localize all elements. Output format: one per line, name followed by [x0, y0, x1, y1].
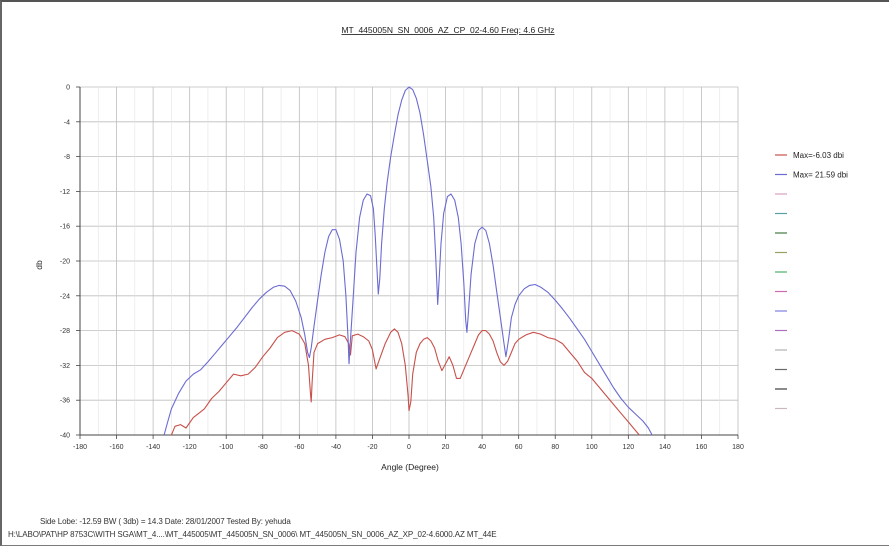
- x-tick-label: 180: [732, 444, 744, 451]
- x-tick-label: 100: [586, 444, 598, 451]
- y-tick-label: -16: [60, 224, 70, 231]
- legend: Max=-6.03 dbi Max= 21.59 dbi: [775, 151, 848, 410]
- y-tick-label: -36: [60, 398, 70, 405]
- y-tick-label: -20: [60, 259, 70, 266]
- x-tick-label: -160: [110, 444, 124, 451]
- x-tick-label: 120: [622, 444, 634, 451]
- y-tick-label: -40: [60, 433, 70, 440]
- legend-label: Max=-6.03 dbi: [793, 151, 844, 160]
- y-tick-label: -28: [60, 328, 70, 335]
- x-tick-label: -100: [219, 444, 233, 451]
- series-line-2: [163, 86, 653, 436]
- x-tick-label: -60: [294, 444, 304, 451]
- x-tick-label: 80: [551, 444, 559, 451]
- x-tick-label: 20: [442, 444, 450, 451]
- tick-labels: -180 -160 -140 -120 -100 -80 -60 -40 -20 0 20 40 60 8…: [60, 85, 744, 452]
- x-tick-label: -40: [331, 444, 341, 451]
- x-tick-label: 0: [407, 444, 411, 451]
- y-axis-label: db: [34, 260, 44, 270]
- legend-label: Max= 21.59 dbi: [793, 171, 848, 180]
- x-tick-label: -120: [183, 444, 197, 451]
- chart-title: MT_445005N_SN_0006_AZ_CP_02-4.60 Freq: 4…: [341, 25, 554, 35]
- x-tick-label: 60: [515, 444, 523, 451]
- x-tick-label: 140: [659, 444, 671, 451]
- y-tick-label: 0: [66, 85, 70, 92]
- x-tick-label: -80: [258, 444, 268, 451]
- x-tick-label: -180: [73, 444, 87, 451]
- y-tick-label: -4: [64, 119, 70, 126]
- series-line-1: [170, 328, 640, 436]
- axes: [76, 86, 739, 439]
- x-axis-label: Angle (Degree): [381, 462, 439, 472]
- y-tick-label: -24: [60, 293, 70, 300]
- x-tick-label: 160: [696, 444, 708, 451]
- x-tick-label: -140: [146, 444, 160, 451]
- grid: [79, 86, 739, 436]
- series-lines: [163, 86, 653, 436]
- x-tick-label: -20: [367, 444, 377, 451]
- y-tick-label: -8: [64, 154, 70, 161]
- y-tick-label: -32: [60, 363, 70, 370]
- y-tick-label: -12: [60, 189, 70, 196]
- x-tick-label: 40: [478, 444, 486, 451]
